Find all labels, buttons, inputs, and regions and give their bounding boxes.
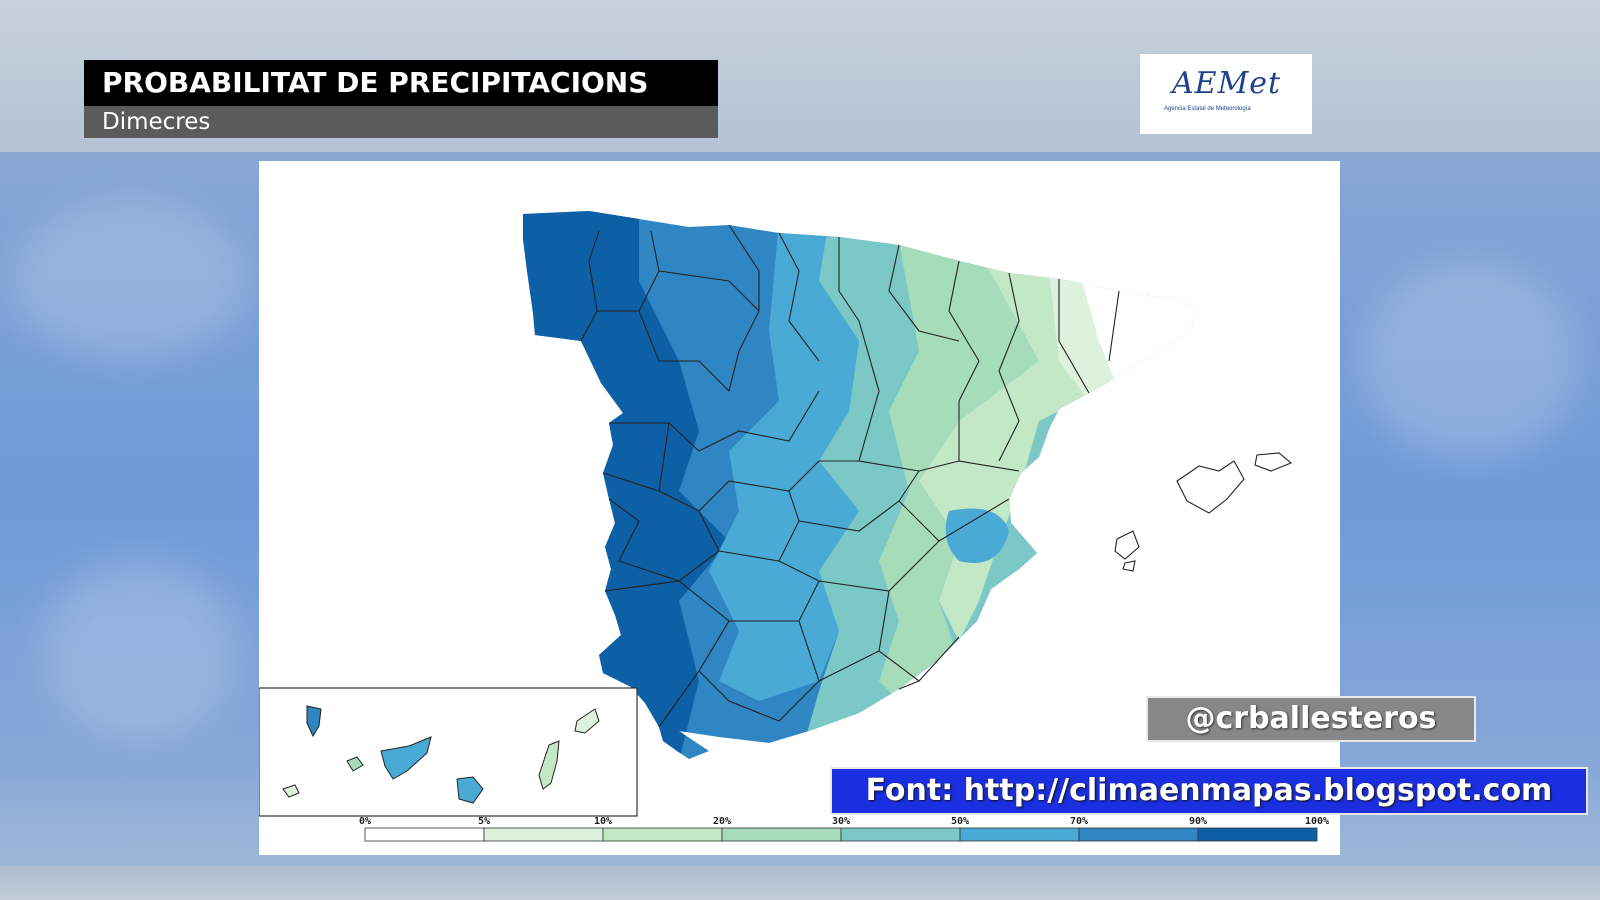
legend-bin-7	[1197, 827, 1318, 842]
source-credit: Font: http://climaenmapas.blogspot.com	[830, 767, 1588, 815]
legend-tick-5: 50%	[951, 816, 969, 827]
legend-bin-2	[602, 827, 723, 842]
canary-la-gomera	[346, 756, 364, 772]
precip-zone-mid-low	[879, 241, 1039, 721]
aemet-logo: AEMet Agencia Estatal de Meteorología	[1140, 54, 1312, 134]
balearic-mallorca	[1176, 460, 1245, 514]
balearic-menorca	[1254, 452, 1293, 472]
logo-tagline: Agencia Estatal de Meteorología	[1164, 106, 1251, 112]
legend-tick-1: 5%	[478, 816, 490, 827]
legend-tick-8: 100%	[1305, 816, 1329, 827]
canary-la-palma	[306, 705, 322, 738]
canary-lanzarote	[574, 708, 600, 734]
map-title: PROBABILITAT DE PRECIPITACIONS	[84, 60, 718, 106]
balearic-ibiza	[1114, 530, 1140, 560]
legend-tick-6: 70%	[1070, 816, 1088, 827]
cloud-decoration	[40, 560, 240, 740]
legend-tick-7: 90%	[1189, 816, 1207, 827]
canary-fuerteventura	[538, 740, 560, 790]
cloud-decoration	[1360, 260, 1580, 460]
canary-gran-canaria	[456, 776, 484, 804]
bottom-band	[0, 866, 1600, 900]
canary-inset-frame	[258, 687, 638, 817]
legend-tick-4: 30%	[832, 816, 850, 827]
map-subtitle: Dimecres	[84, 106, 718, 138]
precipitation-map: 0% 5% 10% 20% 30% 50% 70% 90% 100%	[258, 211, 1329, 842]
legend-bin-3	[721, 827, 842, 842]
balearic-formentera	[1122, 560, 1136, 572]
author-handle: @crballesteros	[1146, 696, 1476, 742]
legend-tick-2: 10%	[594, 816, 612, 827]
province-borders	[580, 224, 1120, 728]
precip-zone-local-high	[945, 508, 1009, 563]
cloud-decoration	[10, 200, 250, 360]
legend-bin-6	[1078, 827, 1199, 842]
legend-tick-3: 20%	[713, 816, 731, 827]
legend-colorbar	[364, 827, 1318, 842]
legend-bin-5	[959, 827, 1080, 842]
legend-bin-4	[840, 827, 961, 842]
map-panel: 0% 5% 10% 20% 30% 50% 70% 90% 100%	[258, 161, 1340, 855]
canary-tenerife	[380, 736, 432, 780]
legend-bin-0	[364, 827, 485, 842]
legend-bin-1	[483, 827, 604, 842]
legend-tick-0: 0%	[359, 816, 371, 827]
logo-wordmark: AEMet	[1172, 66, 1282, 101]
canary-el-hierro	[282, 784, 300, 798]
